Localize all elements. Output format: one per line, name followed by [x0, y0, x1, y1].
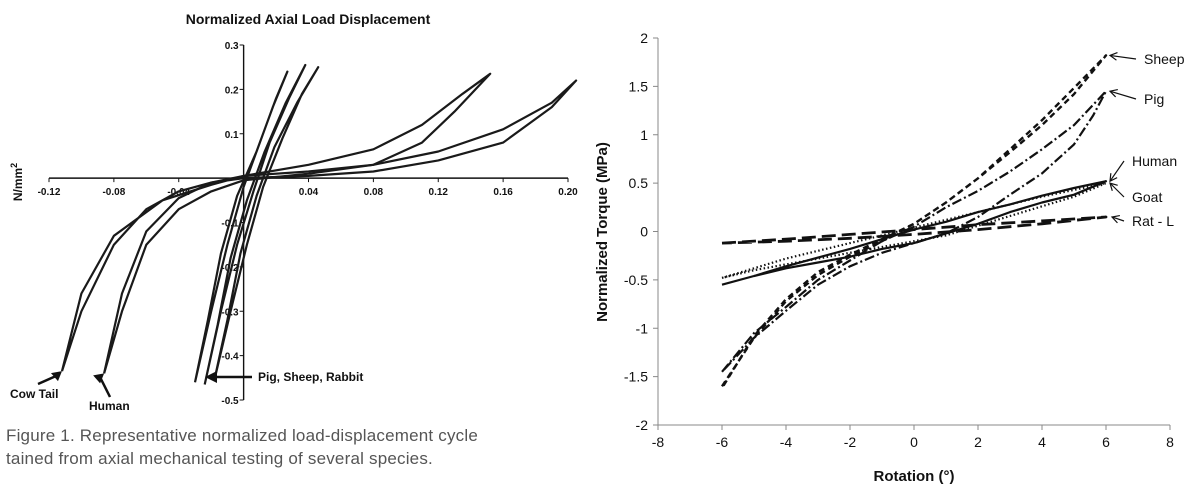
right-y-tick-label: 2 [640, 30, 648, 46]
legend-arrow [1111, 216, 1125, 222]
axial-load-chart: Normalized Axial Load Displacement N/mm2… [9, 11, 578, 413]
caption-line-1: Figure 1. Representative normalized load… [6, 426, 478, 445]
annotation-cow-tail: Cow Tail [10, 387, 58, 401]
legend-arrowhead [1108, 88, 1118, 98]
legend-arrowhead [1109, 173, 1118, 183]
left-x-tick-label: 0.12 [429, 187, 449, 198]
legend-arrow [1109, 90, 1137, 100]
legend-label-goat: Goat [1132, 189, 1162, 205]
annotation-arrow [99, 376, 112, 398]
right-x-tick-label: -4 [780, 434, 793, 450]
left-x-tick-label: 0.16 [493, 187, 513, 198]
legend-arrow [1109, 54, 1137, 60]
right-x-tick-label: 2 [974, 434, 982, 450]
legend-label-human: Human [1132, 153, 1177, 169]
left-x-tick-label: -0.04 [167, 187, 190, 198]
left-series-loop [103, 72, 492, 374]
right-y-tick-label: -1.5 [624, 369, 648, 385]
legend-arrowhead [1110, 214, 1120, 224]
annotation-human: Human [89, 399, 130, 413]
right-x-axis-label: Rotation (°) [874, 468, 955, 485]
legend-arrow [1109, 182, 1125, 198]
right-y-axis-label: Normalized Torque (MPa) [594, 142, 611, 322]
normalized-torque-chart: Normalized Torque (MPa) Rotation (°) 2 1.… [594, 30, 1185, 485]
right-y-tick-label: 0 [640, 224, 648, 240]
right-series-rat-l [721, 215, 1108, 245]
right-series-goat [721, 182, 1108, 279]
svg-text:Normalized Torque (MPa): Normalized Torque (MPa) [594, 142, 611, 322]
right-y-tick-label: -1 [636, 320, 649, 336]
right-y-tick-label: 0.5 [629, 175, 649, 191]
left-y-tick-label: 0.3 [225, 41, 239, 52]
right-x-tick-label: -2 [844, 434, 857, 450]
legend-arrowhead [1109, 182, 1118, 191]
svg-text:N/mm2: N/mm2 [9, 163, 25, 201]
right-series-human [721, 180, 1108, 286]
left-chart-title: Normalized Axial Load Displacement [186, 11, 431, 27]
left-y-tick-label: 0.1 [225, 130, 239, 141]
right-x-tick-label: 8 [1166, 434, 1174, 450]
right-y-tick-label: 1 [640, 127, 648, 143]
left-series-loop [203, 63, 307, 385]
left-x-tick-label: -0.12 [38, 187, 61, 198]
left-series-loop [213, 66, 320, 381]
left-y-tick-label: 0.2 [225, 85, 239, 96]
annotation-pig-sheep-rabbit: Pig, Sheep, Rabbit [258, 370, 363, 384]
caption-line-2: tained from axial mechanical testing of … [6, 449, 433, 468]
left-x-tick-label: 0.04 [299, 187, 319, 198]
annotation-arrowhead [50, 371, 62, 382]
left-series-loop [193, 70, 289, 383]
legend-label-rat-l: Rat - L [1132, 213, 1174, 229]
right-y-tick-label: -2 [636, 417, 649, 433]
left-y-axis-label: N/mm2 [9, 163, 25, 201]
left-x-tick-label: 0.20 [558, 187, 578, 198]
left-y-tick-label: -0.4 [221, 352, 239, 363]
right-series-pig [721, 90, 1108, 373]
legend-label-pig: Pig [1144, 91, 1164, 107]
left-x-tick-label: -0.08 [102, 187, 125, 198]
left-x-tick-label: 0.08 [364, 187, 384, 198]
left-series-loop [60, 79, 578, 372]
right-x-tick-label: 0 [910, 434, 918, 450]
left-y-tick-label: -0.5 [221, 396, 239, 407]
right-y-tick-label: -0.5 [624, 272, 648, 288]
legend-arrowhead [1108, 52, 1118, 61]
legend-arrow [1109, 160, 1125, 182]
annotation-arrowhead [93, 373, 105, 384]
right-x-tick-label: 4 [1038, 434, 1046, 450]
figure-caption: Figure 1. Representative normalized load… [6, 424, 586, 470]
right-x-tick-label: 6 [1102, 434, 1110, 450]
right-x-tick-label: -6 [716, 434, 729, 450]
legend-label-sheep: Sheep [1144, 51, 1185, 67]
right-x-tick-label: -8 [652, 434, 665, 450]
right-y-tick-label: 1.5 [629, 78, 649, 94]
annotation-arrowhead [205, 371, 217, 383]
